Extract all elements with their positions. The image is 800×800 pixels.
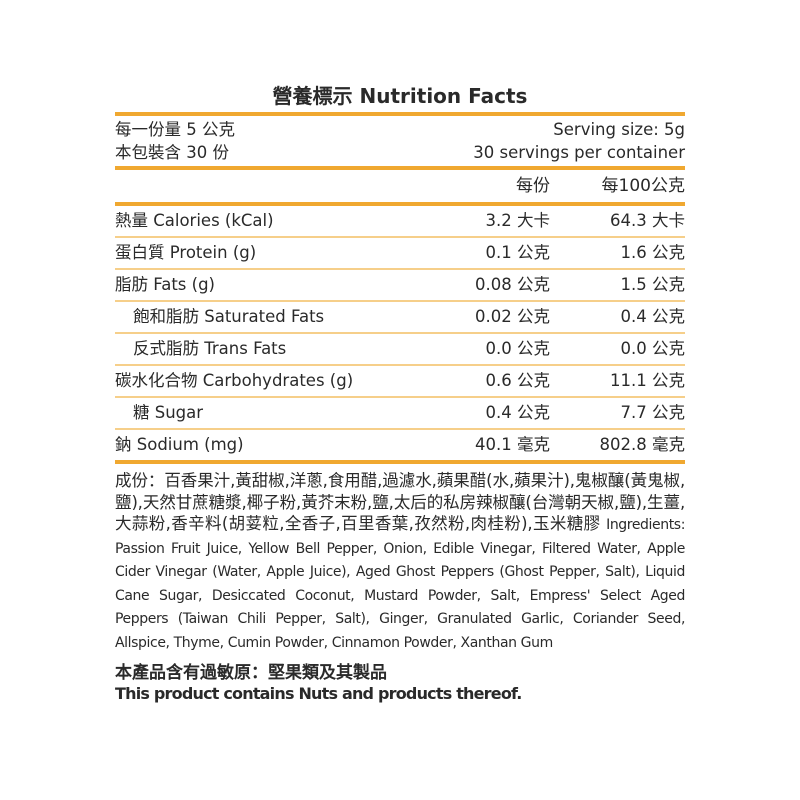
per-serving-value: 0.02 公克 xyxy=(475,307,550,326)
table-row: 蛋白質 Protein (g) 0.1 公克 1.6 公克 xyxy=(115,238,685,268)
per-100g-value: 0.4 公克 xyxy=(620,307,686,326)
column-headers: 每份 每100公克 xyxy=(115,170,685,202)
per-100g-value: 802.8 毫克 xyxy=(599,435,685,454)
per-serving-value: 0.0 公克 xyxy=(485,339,551,358)
nutrient-name: 飽和脂肪 Saturated Fats xyxy=(133,307,325,326)
ingredients-zh: 成份：百香果汁,黃甜椒,洋蔥,食用醋,過濾水,蘋果醋(水,蘋果汁),鬼椒釀(黃鬼… xyxy=(115,471,685,533)
table-row: 糖 Sugar 0.4 公克 7.7 公克 xyxy=(115,398,685,428)
column-per-serving: 每份 xyxy=(516,176,550,196)
nutrient-name: 蛋白質 Protein (g) xyxy=(115,243,257,262)
table-row: 脂肪 Fats (g) 0.08 公克 1.5 公克 xyxy=(115,270,685,300)
per-serving-value: 0.08 公克 xyxy=(475,275,550,294)
per-100g-value: 1.5 公克 xyxy=(620,275,686,294)
nutrition-label: 營養標示 Nutrition Facts 每一份量 5 公克 本包裝含 30 份… xyxy=(115,80,685,704)
divider xyxy=(115,112,685,116)
serving-size-zh: 每一份量 5 公克 xyxy=(115,120,235,139)
label-title: 營養標示 Nutrition Facts xyxy=(272,84,528,108)
row-divider xyxy=(115,268,685,270)
row-divider xyxy=(115,300,685,302)
table-row: 鈉 Sodium (mg) 40.1 毫克 802.8 毫克 xyxy=(115,430,685,460)
nutrient-table: 熱量 Calories (kCal) 3.2 大卡 64.3 大卡蛋白質 Prote… xyxy=(115,206,685,460)
serving-size-en: Serving size: 5g xyxy=(553,120,685,139)
divider xyxy=(115,166,685,170)
nutrient-name: 碳水化合物 Carbohydrates (g) xyxy=(115,371,354,390)
divider xyxy=(115,202,685,206)
per-serving-value: 3.2 大卡 xyxy=(485,211,551,230)
servings-count-zh: 本包裝含 30 份 xyxy=(115,143,229,162)
row-divider xyxy=(115,364,685,366)
row-divider xyxy=(115,428,685,430)
per-100g-value: 64.3 大卡 xyxy=(610,211,685,230)
table-row: 飽和脂肪 Saturated Fats 0.02 公克 0.4 公克 xyxy=(115,302,685,332)
per-serving-value: 0.6 公克 xyxy=(485,371,551,390)
serving-info: 每一份量 5 公克 本包裝含 30 份 Serving size: 5g 30 … xyxy=(115,116,685,166)
row-divider xyxy=(115,236,685,238)
allergen-en: This product contains Nuts and products … xyxy=(115,684,522,703)
table-row: 熱量 Calories (kCal) 3.2 大卡 64.3 大卡 xyxy=(115,206,685,236)
ingredients: 成份：百香果汁,黃甜椒,洋蔥,食用醋,過濾水,蘋果醋(水,蘋果汁),鬼椒釀(黃鬼… xyxy=(115,470,685,654)
per-100g-value: 0.0 公克 xyxy=(620,339,686,358)
nutrient-name: 脂肪 Fats (g) xyxy=(115,275,215,294)
row-divider xyxy=(115,332,685,334)
row-divider xyxy=(115,396,685,398)
column-per-100g: 每100公克 xyxy=(601,176,685,196)
per-serving-value: 0.4 公克 xyxy=(485,403,551,422)
table-row: 反式脂肪 Trans Fats 0.0 公克 0.0 公克 xyxy=(115,334,685,364)
per-100g-value: 7.7 公克 xyxy=(620,403,686,422)
per-100g-value: 11.1 公克 xyxy=(610,371,685,390)
servings-count-en: 30 servings per container xyxy=(473,143,685,162)
per-serving-value: 40.1 毫克 xyxy=(475,435,550,454)
nutrient-name: 熱量 Calories (kCal) xyxy=(115,211,274,230)
allergen-zh: 本產品含有過敏原：堅果類及其製品 xyxy=(115,663,387,683)
per-serving-value: 0.1 公克 xyxy=(485,243,551,262)
divider xyxy=(115,460,685,464)
nutrient-name: 糖 Sugar xyxy=(133,403,204,422)
nutrient-name: 反式脂肪 Trans Fats xyxy=(133,339,287,358)
table-row: 碳水化合物 Carbohydrates (g) 0.6 公克 11.1 公克 xyxy=(115,366,685,396)
nutrient-name: 鈉 Sodium (mg) xyxy=(115,435,244,454)
ingredients-en: Ingredients: Passion Fruit Juice, Yellow… xyxy=(115,517,686,651)
per-100g-value: 1.6 公克 xyxy=(620,243,686,262)
